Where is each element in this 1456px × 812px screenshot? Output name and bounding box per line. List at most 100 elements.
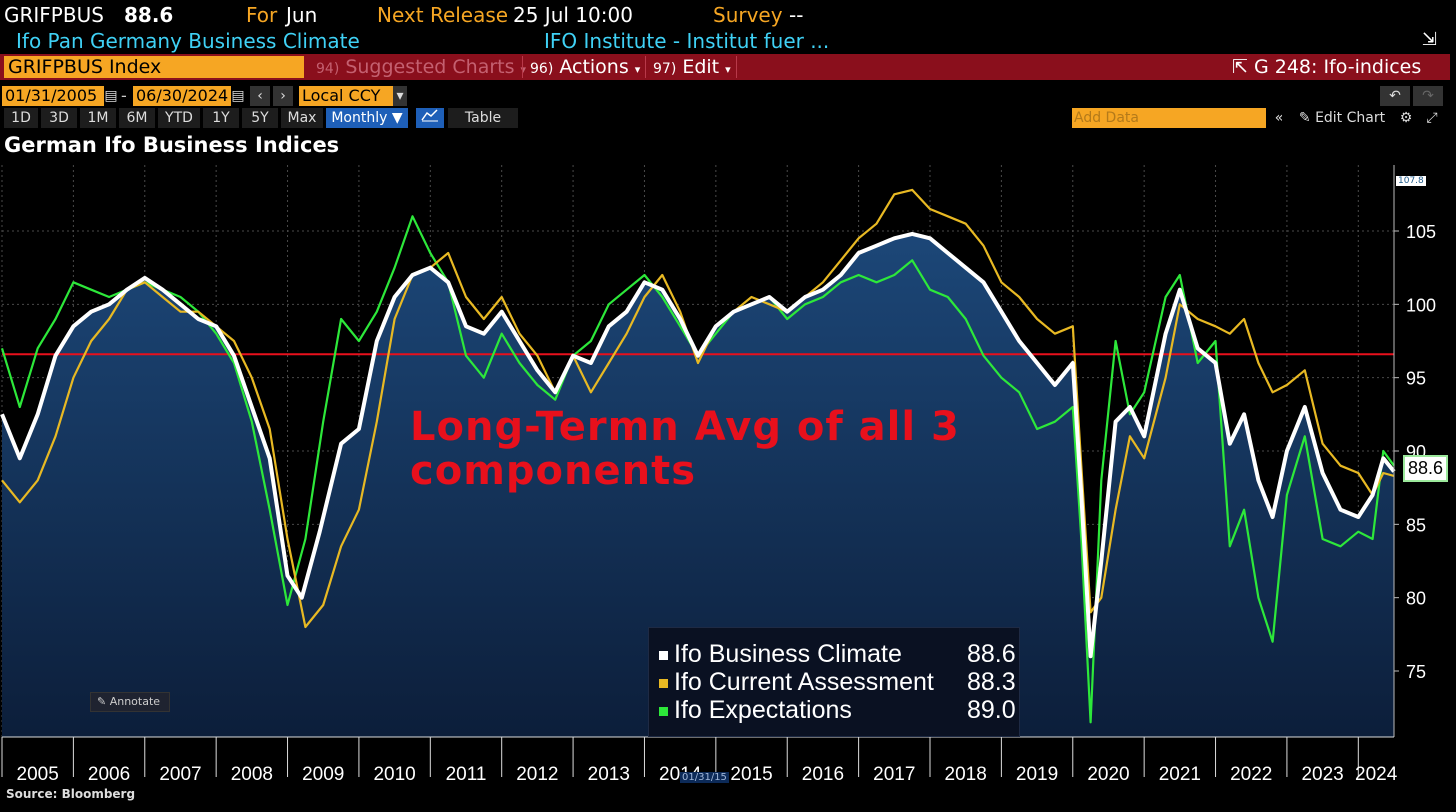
settings-icon[interactable]: ⚙ xyxy=(1395,108,1417,128)
add-data-input[interactable]: Add Data xyxy=(1072,108,1266,128)
pencil-icon: ✎ xyxy=(97,695,107,708)
calendar-icon[interactable]: ▤ xyxy=(104,86,118,106)
ticker-label: GRIFPBUS xyxy=(4,3,104,27)
edit-num: 97) xyxy=(653,61,677,77)
chevron-right-icon[interactable]: › xyxy=(273,86,293,106)
frequency-label: Monthly xyxy=(331,110,388,126)
suggested-charts-num: 94) xyxy=(316,61,340,77)
pencil-icon: ✎ xyxy=(1298,110,1311,126)
toolbar-divider xyxy=(736,56,737,78)
chart-name-link[interactable]: ⇱ G 248: Ifo-indices xyxy=(1232,54,1421,80)
last-value-label: 88.6 xyxy=(1403,455,1449,482)
period-5y-button[interactable]: 5Y xyxy=(242,108,278,128)
description-row: Ifo Pan Germany Business Climate IFO Ins… xyxy=(0,28,1456,54)
legend-swatch xyxy=(659,650,668,660)
annotate-label: Annotate xyxy=(109,695,161,708)
climate-area xyxy=(2,233,1394,737)
x-tick-label: 2018 xyxy=(945,764,987,785)
table-button[interactable]: Table xyxy=(448,108,518,128)
x-tick-label: 2024 xyxy=(1355,764,1398,785)
next-release-value: 25 Jul 10:00 xyxy=(513,3,633,27)
axis-high-label: 107.8 xyxy=(1396,176,1426,186)
x-tick-label: 2023 xyxy=(1301,764,1343,785)
x-tick-label: 2017 xyxy=(873,764,915,785)
start-date-input[interactable]: 01/31/2005 xyxy=(2,86,104,106)
y-tick-label: 80 xyxy=(1406,589,1426,609)
range-dash: - xyxy=(121,86,127,105)
x-tick-label: 2006 xyxy=(88,764,130,785)
legend-swatch xyxy=(659,706,668,716)
y-tick-label: 75 xyxy=(1406,662,1426,682)
actions-menu[interactable]: 96) Actions ▾ xyxy=(530,54,640,80)
period-6m-button[interactable]: 6M xyxy=(119,108,155,128)
for-value: Jun xyxy=(286,3,318,27)
for-label: For xyxy=(246,3,278,27)
x-tick-label: 2020 xyxy=(1087,764,1129,785)
frequency-select[interactable]: Monthly ▼ xyxy=(326,108,408,128)
end-date-input[interactable]: 06/30/2024 xyxy=(133,86,231,106)
chevron-down-icon[interactable]: ▾ xyxy=(393,86,407,106)
chevron-left-icon[interactable]: ‹ xyxy=(250,86,270,106)
suggested-charts-menu[interactable]: 94) Suggested Charts ▾ xyxy=(316,54,526,80)
legend-value: 88.6 xyxy=(967,640,1016,668)
legend-item-current: Ifo Current Assessment 88.3 xyxy=(659,668,1016,696)
period-3d-button[interactable]: 3D xyxy=(41,108,77,128)
x-tick-label: 2007 xyxy=(159,764,201,785)
next-release-label: Next Release xyxy=(377,3,509,27)
y-tick-label: 95 xyxy=(1406,369,1426,389)
calendar-icon[interactable]: ▤ xyxy=(231,86,245,106)
legend-value: 89.0 xyxy=(967,696,1016,724)
annotation-line-2: components xyxy=(410,448,696,494)
x-tick-label: 2022 xyxy=(1230,764,1272,785)
expand-icon[interactable]: ⤢ xyxy=(1421,108,1443,128)
y-tick-label: 85 xyxy=(1406,515,1426,535)
command-toolbar: GRIFPBUS Index 94) Suggested Charts ▾ 96… xyxy=(0,54,1450,80)
x-tick-label: 2016 xyxy=(802,764,844,785)
period-1d-button[interactable]: 1D xyxy=(4,108,38,128)
toolbar-divider xyxy=(645,56,646,78)
source-note: Source: Bloomberg xyxy=(6,787,136,801)
x-tick-label: 2009 xyxy=(302,764,344,785)
security-header: GRIFPBUS 88.6 For Jun Next Release 25 Ju… xyxy=(0,0,1456,28)
x-tick-label: 2021 xyxy=(1159,764,1201,785)
annotate-button[interactable]: ✎ Annotate xyxy=(90,692,170,712)
chevron-down-icon: ▾ xyxy=(520,63,527,76)
last-value: 88.6 xyxy=(124,3,174,27)
redo-icon[interactable]: ↷ xyxy=(1413,86,1443,106)
legend-item-expectations: Ifo Expectations 89.0 xyxy=(659,696,1016,724)
external-link-icon: ⇱ xyxy=(1232,56,1248,78)
edit-label: Edit xyxy=(682,56,720,78)
chart-name: G 248: Ifo-indices xyxy=(1253,56,1422,78)
series-lines xyxy=(0,188,1396,724)
legend-label: Ifo Expectations xyxy=(674,696,852,724)
period-ytd-button[interactable]: YTD xyxy=(158,108,200,128)
popout-icon[interactable]: ⇲ xyxy=(1422,29,1438,50)
annotation-line-1: Long-Termn Avg of all 3 xyxy=(410,404,960,450)
collapse-icon[interactable]: « xyxy=(1268,108,1290,128)
actions-num: 96) xyxy=(530,61,554,77)
survey-value: -- xyxy=(789,3,804,27)
line-chart-icon[interactable] xyxy=(416,108,444,128)
x-tick-label: 2005 xyxy=(17,764,59,785)
chart-annotation: Long-Termn Avg of all 3 components xyxy=(410,405,960,493)
legend-item-climate: Ifo Business Climate 88.6 xyxy=(659,640,1016,668)
period-1y-button[interactable]: 1Y xyxy=(203,108,239,128)
source-name: IFO Institute - Institut fuer ... xyxy=(544,29,830,53)
chart-title: German Ifo Business Indices xyxy=(4,133,340,157)
security-input[interactable]: GRIFPBUS Index xyxy=(4,56,304,78)
edit-chart-button[interactable]: ✎ Edit Chart xyxy=(1294,108,1390,128)
period-1m-button[interactable]: 1M xyxy=(80,108,116,128)
undo-icon[interactable]: ↶ xyxy=(1380,86,1410,106)
x-tick-label: 2015 xyxy=(730,764,772,785)
chevron-down-icon: ▼ xyxy=(391,110,403,126)
suggested-charts-label: Suggested Charts xyxy=(345,56,515,78)
period-max-button[interactable]: Max xyxy=(281,108,323,128)
chevron-down-icon: ▾ xyxy=(725,63,731,76)
edit-menu[interactable]: 97) Edit ▾ xyxy=(653,54,731,80)
survey-label: Survey xyxy=(713,3,783,27)
x-cursor-label: 01/31/15 xyxy=(680,772,729,783)
currency-select[interactable]: Local CCY xyxy=(299,86,393,106)
edit-chart-label: Edit Chart xyxy=(1315,110,1386,126)
